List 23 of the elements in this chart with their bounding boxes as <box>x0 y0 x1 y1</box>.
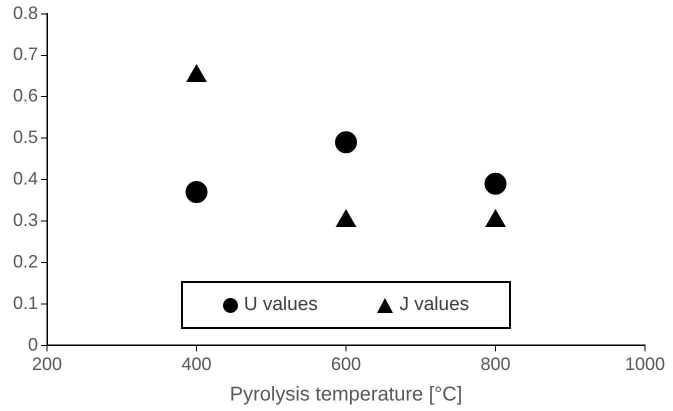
x-tick-label: 600 <box>330 354 362 374</box>
y-tick-label: 0.8 <box>12 2 38 23</box>
legend-label: U values <box>244 294 318 316</box>
y-tick-label: 0.2 <box>12 251 38 272</box>
x-tick-label: 800 <box>480 354 511 374</box>
y-tick-label: 0.5 <box>12 127 38 148</box>
y-tick-label: 0.3 <box>12 210 38 230</box>
y-tick-label: 0.4 <box>12 168 38 189</box>
x-tick-label: 1000 <box>624 354 666 374</box>
point <box>186 64 206 82</box>
y-tick-label: 0.1 <box>12 292 38 313</box>
point <box>486 210 506 228</box>
y-tick-label: 0 <box>28 334 38 354</box>
point <box>484 172 507 195</box>
x-tick-label: 400 <box>181 354 212 374</box>
point <box>186 181 208 204</box>
point <box>335 131 358 154</box>
y-tick-label: 0.6 <box>12 86 38 106</box>
legend-label: J values <box>399 294 470 316</box>
point <box>336 210 356 228</box>
y-tick-label: 0.7 <box>12 44 38 64</box>
x-tick-label: 200 <box>32 354 62 374</box>
x-axis-title: Pyrolysis temperature [°C] <box>230 384 462 406</box>
